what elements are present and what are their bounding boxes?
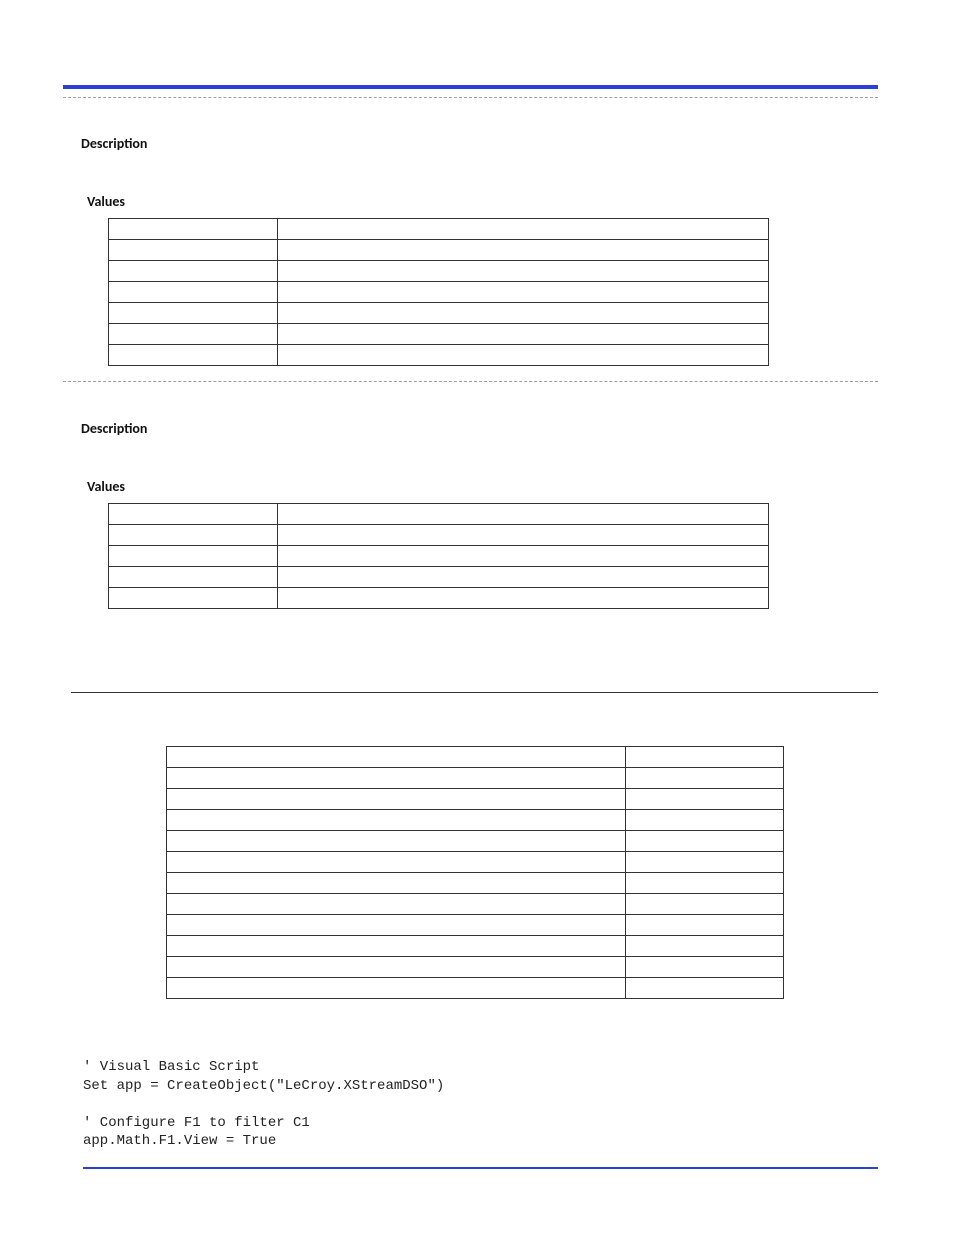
cell-label [109,219,278,240]
cell-desc [278,282,769,303]
table-row [167,810,784,831]
cell-label [109,282,278,303]
cell-name [167,831,626,852]
description-heading-2: Description [81,420,147,437]
cell-kind [626,978,784,999]
cell-name [167,873,626,894]
table-row [167,768,784,789]
table-row [167,852,784,873]
table-row [167,747,784,768]
cell-name [167,894,626,915]
filter-table [166,746,784,999]
separator-dashdot-1 [63,97,878,98]
cell-kind [626,894,784,915]
values-heading-2: Values [87,478,125,495]
table-row [167,915,784,936]
cell-name [167,747,626,768]
table-row [109,282,769,303]
description-heading-1: Description [81,135,147,152]
table-row [109,525,769,546]
values-heading-1: Values [87,193,125,210]
cell-label [109,303,278,324]
separator-dashdot-2 [63,381,878,382]
table-row [167,873,784,894]
code-line: ' Visual Basic Script [83,1059,259,1075]
cell-name [167,957,626,978]
bottom-blue-rule [83,1167,878,1169]
cell-name [167,789,626,810]
cell-desc [278,546,769,567]
cell-name [167,978,626,999]
code-line: app.Math.F1.View = True [83,1133,276,1149]
cell-kind [626,810,784,831]
cell-name [167,852,626,873]
cell-desc [278,504,769,525]
top-blue-rule [63,85,878,89]
cell-kind [626,936,784,957]
cell-label [109,504,278,525]
cell-kind [626,768,784,789]
cell-kind [626,747,784,768]
table-row [109,504,769,525]
cell-label [109,567,278,588]
cell-desc [278,240,769,261]
cell-desc [278,261,769,282]
cell-name [167,915,626,936]
cell-kind [626,873,784,894]
table-row [109,324,769,345]
cell-kind [626,789,784,810]
table-row [167,957,784,978]
cell-label [109,345,278,366]
code-line: ' Configure F1 to filter C1 [83,1115,310,1131]
cell-name [167,810,626,831]
table-row [109,345,769,366]
cell-desc [278,588,769,609]
table-row [167,789,784,810]
cell-label [109,324,278,345]
example-code: ' Visual Basic Script Set app = CreateOb… [83,1058,444,1151]
code-line: Set app = CreateObject("LeCroy.XStreamDS… [83,1078,444,1094]
table-row [109,261,769,282]
cell-name [167,936,626,957]
cell-label [109,588,278,609]
table-row [167,831,784,852]
cell-name [167,768,626,789]
cell-kind [626,957,784,978]
table-row [109,303,769,324]
table-row [109,546,769,567]
entry-rule [71,692,878,693]
cell-desc [278,324,769,345]
cell-desc [278,525,769,546]
cell-desc [278,567,769,588]
table-row [109,219,769,240]
values-table-2 [108,503,769,609]
cell-label [109,261,278,282]
cell-label [109,525,278,546]
cell-kind [626,852,784,873]
cell-desc [278,219,769,240]
cell-kind [626,831,784,852]
cell-kind [626,915,784,936]
table-row [109,588,769,609]
cell-label [109,240,278,261]
table-row [167,936,784,957]
cell-desc [278,345,769,366]
values-table-1 [108,218,769,366]
table-row [109,567,769,588]
cell-desc [278,303,769,324]
cell-label [109,546,278,567]
table-row [167,978,784,999]
table-row [109,240,769,261]
table-row [167,894,784,915]
